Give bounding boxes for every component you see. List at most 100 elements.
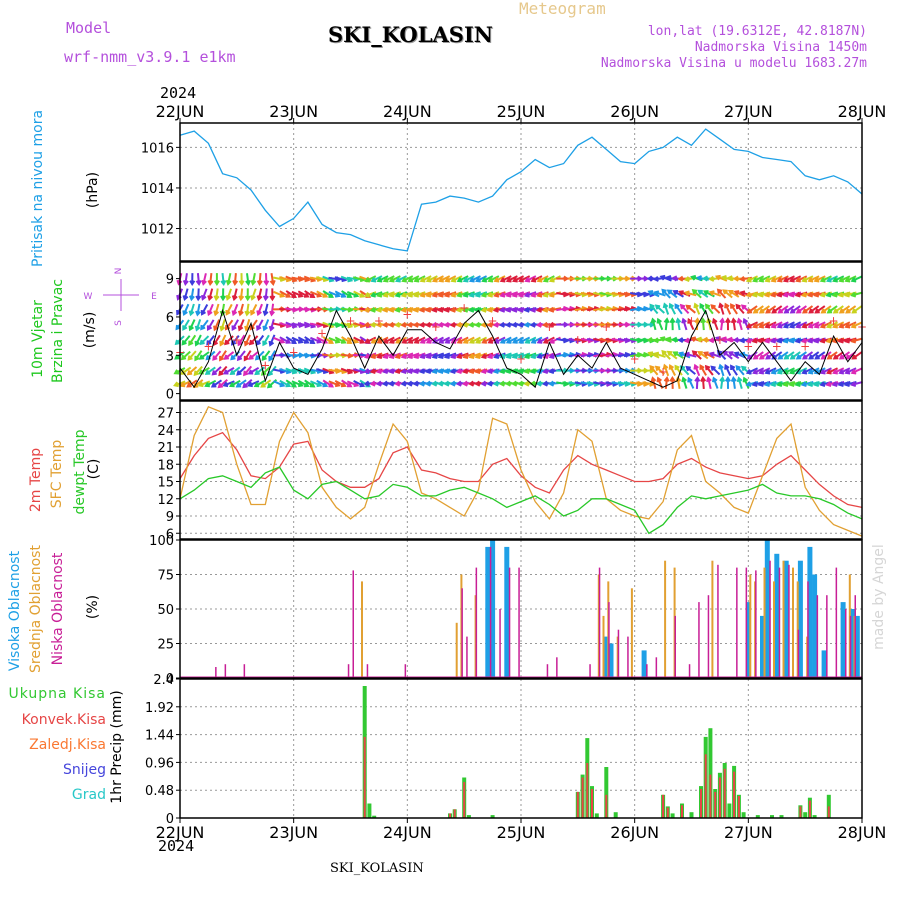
wind-arrow-head — [480, 291, 487, 298]
wind-arrow-head — [279, 292, 286, 298]
wind-arrow-head — [548, 306, 555, 313]
wind-arrow-head — [819, 323, 826, 329]
wind-arrow-head — [668, 364, 675, 370]
cloud-bar-0 — [764, 540, 770, 678]
wind-arrow-head — [511, 321, 518, 328]
wind-arrow-head — [370, 338, 377, 344]
precip-bar-1 — [453, 809, 456, 818]
precip-bar-0 — [613, 812, 618, 818]
precip-bar-1 — [576, 791, 579, 818]
wind-arrow-head — [247, 369, 254, 375]
wind-arrow-head — [394, 353, 401, 359]
wind-arrow-head — [693, 363, 699, 370]
y-tick-label: 0 — [166, 812, 174, 827]
wind-arrow-head — [382, 353, 389, 359]
wind-arrow-head — [375, 306, 382, 313]
cloud-bar-2 — [215, 667, 217, 678]
wind-arrow-head — [369, 380, 376, 387]
wind-arrow-head — [739, 351, 746, 358]
precip-bar-1 — [808, 800, 811, 818]
wind-arrow-head — [346, 338, 353, 344]
cloud-bar-2 — [849, 615, 852, 678]
wind-arrow-head — [820, 354, 827, 360]
wind-arrow-head — [498, 321, 505, 328]
wind-arrow-head — [401, 277, 407, 283]
wind-arrow-head — [653, 351, 660, 358]
wind-arrow-head — [776, 381, 783, 387]
wind-arrow-head — [188, 325, 194, 332]
wind-gust-marker: + — [516, 352, 526, 366]
y-tick-label: 0.48 — [145, 784, 174, 799]
x-tick-label-top: 27JUN — [724, 102, 773, 121]
wind-arrow-head — [819, 381, 826, 387]
wind-gust-marker: + — [658, 365, 668, 379]
wind-arrow-head — [487, 353, 493, 359]
wind-arrow-head — [499, 291, 506, 298]
y-tick-label: 9 — [166, 273, 174, 288]
wind-arrow-head — [659, 274, 666, 281]
cloud-bar-0 — [812, 574, 818, 678]
wind-arrow-head — [735, 303, 741, 310]
temp-line-0 — [179, 431, 863, 509]
wind-arrow-head — [530, 291, 537, 298]
wind-arrow-head — [236, 370, 242, 376]
precip-bar-1 — [799, 806, 802, 818]
cloud-bar-2 — [508, 567, 511, 678]
cloud-bar-0 — [504, 546, 510, 678]
precip-bar-1 — [827, 806, 830, 818]
wind-arrow-head — [742, 376, 749, 383]
wind-arrow-head — [758, 323, 765, 329]
y-tick-label: 1016 — [141, 141, 174, 156]
y-tick-label: 75 — [157, 569, 174, 584]
y-tick-label: 1012 — [141, 223, 174, 238]
wind-arrow-head — [548, 368, 555, 375]
wind-arrow-head — [671, 336, 678, 343]
wind-arrow-head — [244, 325, 250, 332]
wind-arrow-head — [182, 280, 189, 286]
wind-arrow-head — [783, 308, 790, 314]
wind-arrow-head — [776, 277, 783, 283]
wind-arrow — [732, 319, 736, 331]
wind-arrow-head — [752, 369, 758, 375]
wind-arrow-head — [431, 321, 438, 328]
wind-arrow-head — [646, 275, 653, 282]
wind-arrow-head — [851, 308, 857, 314]
wind-arrow-head — [394, 306, 401, 313]
wind-arrow-head — [303, 338, 310, 344]
wind-arrow-head — [268, 355, 274, 362]
cloud-bar-2 — [826, 595, 828, 678]
wind-arrow-head — [517, 353, 524, 359]
wind-arrow-head — [431, 368, 438, 375]
wind-arrow-head — [542, 380, 548, 387]
wind-arrow-head — [225, 279, 232, 286]
wind-arrow-head — [493, 291, 500, 298]
wind-arrow-head — [462, 321, 468, 328]
wind-arrow-head — [250, 279, 257, 286]
wind-arrow-head — [375, 321, 382, 328]
wind-arrow-head — [844, 369, 851, 375]
wind-arrow-head — [517, 380, 524, 387]
wind-arrow-head — [260, 382, 266, 388]
wind-arrow-head — [832, 277, 838, 283]
cloud-bar-2 — [243, 664, 246, 678]
cloud-bar-1 — [630, 588, 633, 678]
wind-arrow-head — [369, 306, 376, 313]
wind-arrow-head — [219, 340, 225, 347]
wind-arrow-head — [200, 310, 206, 316]
wind-arrow-head — [511, 291, 518, 298]
wind-arrow-head — [745, 291, 752, 298]
wind-arrow-head — [711, 376, 718, 383]
wind-arrow-head — [486, 321, 493, 328]
wind-arrow-head — [650, 317, 657, 324]
wind-arrow-head — [419, 353, 426, 359]
wind-arrow-head — [687, 376, 693, 383]
wind-arrow-head — [407, 338, 414, 344]
wind-arrow-head — [182, 325, 188, 331]
wind-arrow-head — [696, 336, 702, 343]
model-label: Model — [66, 19, 112, 37]
wind-arrow-head — [720, 336, 727, 343]
wind-arrow-head — [656, 317, 662, 324]
precip-bar-1 — [733, 771, 736, 818]
wind-arrow-head — [235, 382, 242, 388]
wind-arrow-head — [512, 277, 518, 283]
